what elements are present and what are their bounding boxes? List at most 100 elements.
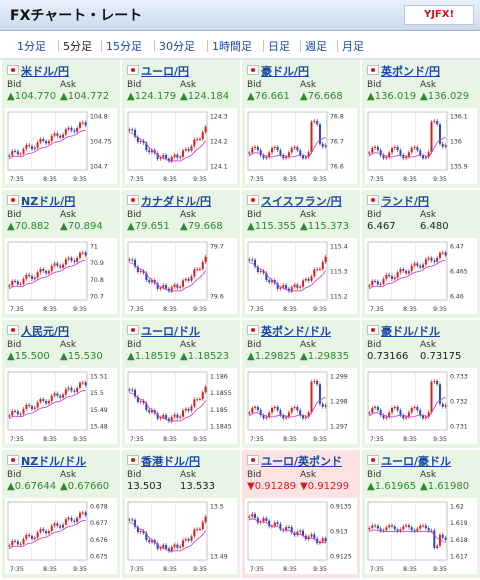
mini-chart[interactable]: 15.51 15.5 15.49 15.48 7:35 8:35 9:35: [5, 368, 117, 444]
pair-name-link[interactable]: NZドル/ドル: [21, 455, 87, 468]
mini-chart[interactable]: 0.9135 0.913 0.9125 7:35 8:35 9:35: [245, 498, 357, 574]
mini-chart[interactable]: 76.8 76.7 76.6 7:35 8:35 9:35: [245, 108, 357, 184]
pair-name-link[interactable]: ユーロ/ドル: [141, 325, 201, 338]
candle-body: [167, 288, 170, 292]
pair-name-link[interactable]: 英ポンド/ドル: [261, 325, 332, 338]
rate-card[interactable]: 豪ドル/円 Bid Ask ▲76.661 ▲76.668 76.8 76.7 76.6 7:3…: [242, 60, 360, 188]
rate-card[interactable]: ユーロ/円 Bid Ask ▲124.179 ▲124.184 124.3 124.2 124…: [122, 60, 240, 188]
y-tick-label: 15.49: [90, 407, 108, 414]
candle-body: [302, 155, 305, 159]
pair-name-link[interactable]: ユーロ/英ポンド: [261, 455, 343, 468]
candle-body: [259, 150, 262, 156]
mini-chart[interactable]: 79.7 79.6 7:35 8:35 9:35: [125, 238, 237, 314]
y-tick-label: 0.677: [90, 520, 108, 527]
rate-card[interactable]: 人民元/円 Bid Ask ▲15.500 ▲15.530 15.51 15.5 15.49 1…: [2, 320, 120, 448]
candle-body: [310, 381, 313, 413]
rate-card[interactable]: 香港ドル/円 Bid Ask 13.503 13.533 13.5 13.49 7:35 8:3…: [122, 450, 240, 578]
currency-flag-icon: [367, 65, 379, 75]
rate-card[interactable]: 豪ドル/ドル Bid Ask 0.73166 0.73175 0.733 0.732 0.73…: [362, 320, 480, 448]
y-tick-label: 0.678: [90, 504, 108, 511]
tab-1[interactable]: 5分足: [63, 40, 92, 53]
pair-name-link[interactable]: 米ドル/円: [21, 65, 70, 78]
candle-body: [293, 146, 296, 148]
candle-body: [76, 387, 79, 392]
mini-chart[interactable]: 1.186 1.1855 1.185 1.1845 7:35 8:35 9:35: [125, 368, 237, 444]
mini-chart[interactable]: 124.3 124.2 124.1 7:35 8:35 9:35: [125, 108, 237, 184]
pair-name-link[interactable]: 豪ドル/円: [261, 65, 310, 78]
tab-3[interactable]: 30分足: [159, 40, 195, 53]
x-tick-label: 7:35: [250, 566, 264, 573]
rate-card[interactable]: 英ポンド/ドル Bid Ask ▲1.29825 ▲1.29835 1.299 1.298 1…: [242, 320, 360, 448]
pair-name-link[interactable]: 香港ドル/円: [141, 455, 201, 468]
rate-card[interactable]: カナダドル/円 Bid Ask ▲79.651 ▲79.668 79.7 79.6 7:35 8…: [122, 190, 240, 318]
candle-body: [142, 530, 145, 534]
candle-body: [251, 259, 254, 261]
tab-0[interactable]: 1分足: [17, 40, 46, 53]
rate-card[interactable]: ユーロ/豪ドル Bid Ask ▲1.61965 ▲1.61980 1.62 1.619 1.…: [362, 450, 480, 578]
tab-2[interactable]: 15分足: [106, 40, 142, 53]
pair-name-link[interactable]: 人民元/円: [21, 325, 70, 338]
candle-body: [148, 150, 151, 153]
candle-body: [285, 285, 288, 289]
mini-chart[interactable]: 71 70.9 70.8 70.7 7:35 8:35 9:35: [5, 238, 117, 314]
candle-body: [14, 280, 17, 282]
mini-chart-svg: 1.299 1.298 1.297 7:35 8:35 9:35: [247, 371, 348, 443]
candle-body: [67, 257, 70, 260]
candle-body: [165, 545, 168, 549]
rate-card[interactable]: NZドル/円 Bid Ask ▲70.882 ▲70.894 71 70.9 70.8 70.7…: [2, 190, 120, 318]
rate-card[interactable]: NZドル/ドル Bid Ask ▲0.67644 ▲0.67660 0.678 0.677 0…: [2, 450, 120, 578]
rate-card[interactable]: 米ドル/円 Bid Ask ▲104.770 ▲104.772 104.8 104.75 10…: [2, 60, 120, 188]
candle-body: [374, 525, 377, 527]
y-tick-label: 0.9135: [330, 504, 352, 511]
tab-6[interactable]: 週足: [305, 40, 327, 53]
candle-body: [270, 280, 273, 283]
x-tick-label: 7:35: [370, 436, 384, 443]
mini-chart[interactable]: 0.678 0.677 0.676 0.675 7:35 8:35 9:35: [5, 498, 117, 574]
pair-name-link[interactable]: ユーロ/円: [141, 65, 190, 78]
currency-flag-icon: [247, 195, 259, 205]
tab-4[interactable]: 1時間足: [212, 40, 252, 53]
candle-body: [290, 407, 293, 413]
candle-body: [299, 410, 302, 416]
mini-chart[interactable]: 136.1 136 135.9 7:35 8:35 9:35: [365, 108, 477, 184]
candle-body: [134, 259, 137, 267]
rate-card[interactable]: ユーロ/ドル Bid Ask ▲1.18519 ▲1.18523 1.186 1.1855 1…: [122, 320, 240, 448]
pair-name-link[interactable]: 英ポンド/円: [381, 65, 441, 78]
candle-body: [273, 406, 276, 408]
mini-chart[interactable]: 0.733 0.732 0.731 7:35 8:35 9:35: [365, 368, 477, 444]
rate-card[interactable]: ランド/円 Bid Ask 6.467 6.480 6.47 6.465 6.46 7:35 8:…: [362, 190, 480, 318]
x-tick-label: 8:35: [163, 566, 177, 573]
pair-name-link[interactable]: スイスフラン/円: [261, 195, 342, 208]
mini-chart[interactable]: 115.4 115.3 115.2 7:35 8:35 9:35: [245, 238, 357, 314]
pair-name-link[interactable]: ユーロ/豪ドル: [381, 455, 452, 468]
tab-5[interactable]: 日足: [268, 40, 290, 53]
mini-chart[interactable]: 1.299 1.298 1.297 7:35 8:35 9:35: [245, 368, 357, 444]
candle-body: [11, 410, 14, 416]
candle-body: [416, 528, 419, 531]
rate-card[interactable]: 英ポンド/円 Bid Ask ▲136.019 ▲136.029 136.1 136 135.…: [362, 60, 480, 188]
mini-chart[interactable]: 1.62 1.619 1.618 1.617 7:35 8:35 9:35: [365, 498, 477, 574]
pair-name-link[interactable]: カナダドル/円: [141, 195, 212, 208]
pair-name-link[interactable]: NZドル/円: [21, 195, 76, 208]
candle-body: [424, 525, 427, 529]
mini-chart[interactable]: 104.8 104.75 104.7 7:35 8:35 9:35: [5, 108, 117, 184]
candle-body: [19, 153, 22, 155]
rate-card[interactable]: スイスフラン/円 Bid Ask ▲115.355 ▲115.373 115.4 115.3…: [242, 190, 360, 318]
x-tick-label: 7:35: [250, 436, 264, 443]
candle-body: [201, 132, 204, 139]
tab-7[interactable]: 月足: [342, 40, 364, 53]
mini-chart[interactable]: 6.47 6.465 6.46 7:35 8:35 9:35: [365, 238, 477, 314]
rate-card[interactable]: ユーロ/英ポンド Bid Ask ▼0.91289 ▼0.91299 0.9135 0.91…: [242, 450, 360, 578]
brand-logo[interactable]: YJFX!: [404, 5, 474, 25]
pair-name-link[interactable]: 豪ドル/ドル: [381, 325, 441, 338]
candle-body: [379, 410, 382, 416]
candle-body: [81, 122, 84, 124]
candle-body: [304, 416, 307, 419]
bid-number: 70.882: [14, 221, 50, 232]
ask-value: ▲104.772: [60, 91, 109, 102]
pair-name-link[interactable]: ランド/円: [381, 195, 430, 208]
candle-body: [198, 138, 201, 140]
mini-chart[interactable]: 13.5 13.49 7:35 8:35 9:35: [125, 498, 237, 574]
candle-body: [134, 519, 137, 527]
candle-body: [287, 152, 290, 158]
